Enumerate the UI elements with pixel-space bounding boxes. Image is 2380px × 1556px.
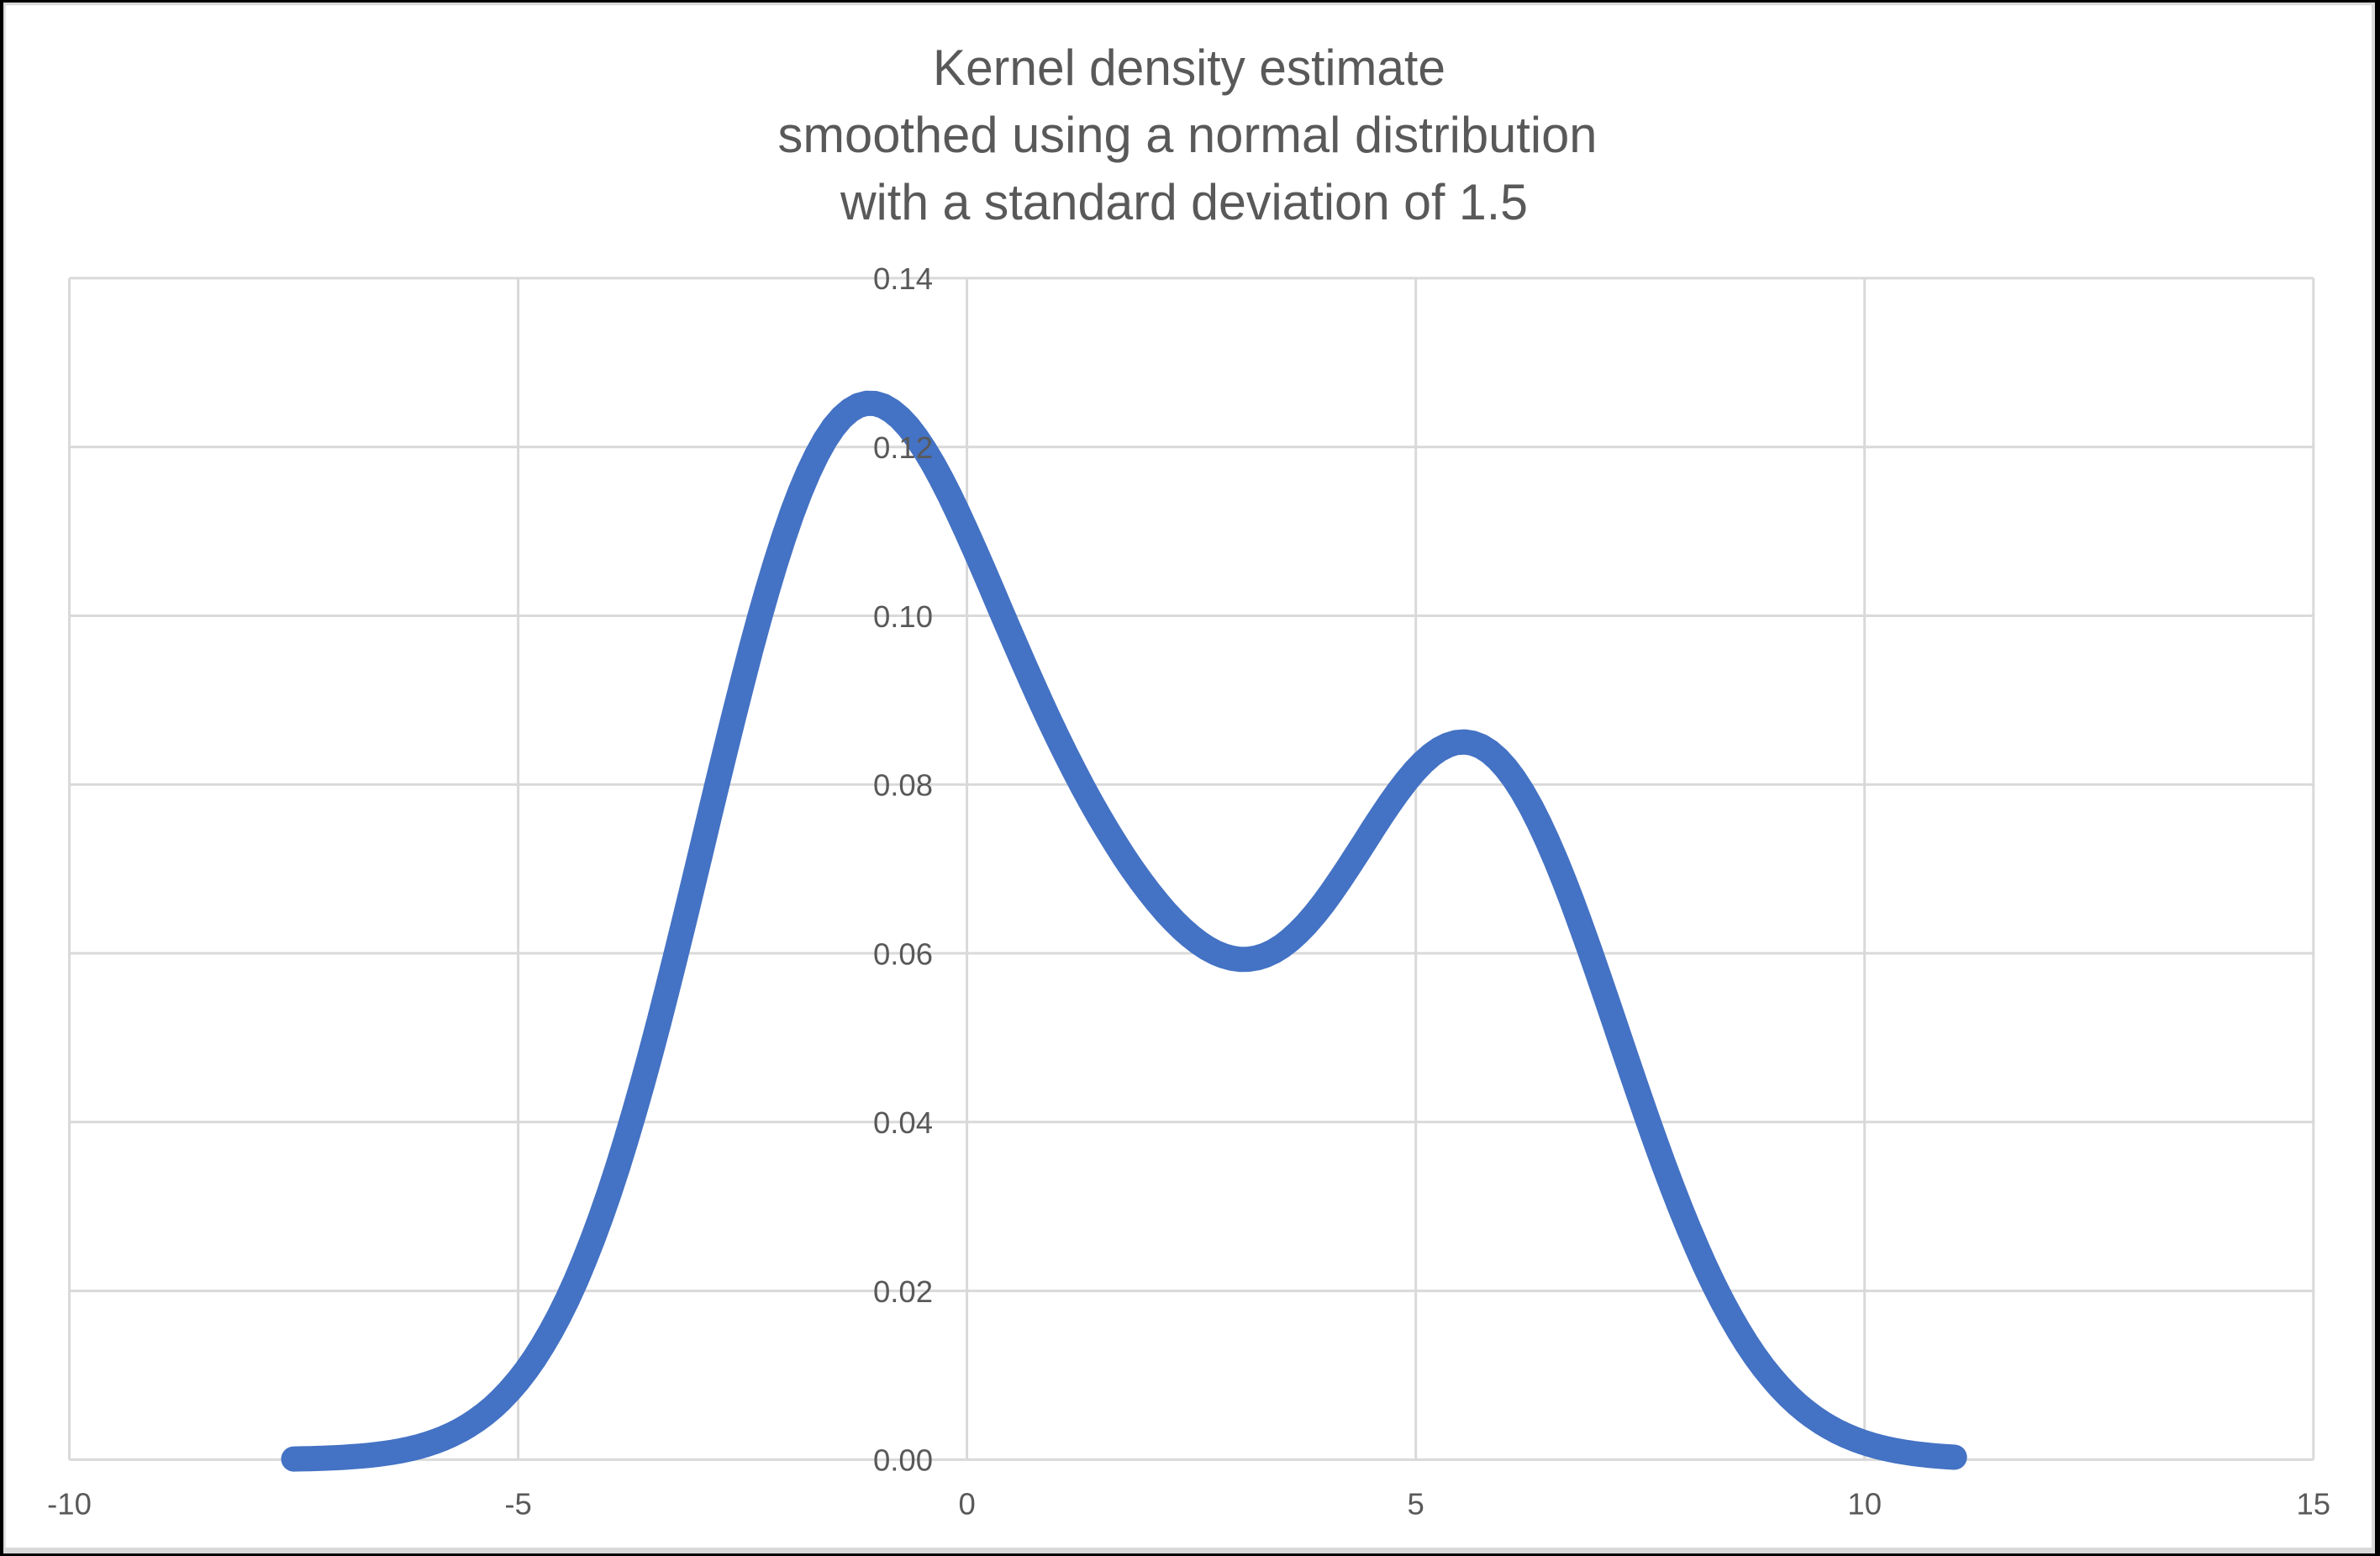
svg-text:15: 15 [2296, 1487, 2330, 1522]
svg-text:with a standard deviation of 1: with a standard deviation of 1.5 [840, 174, 1528, 230]
svg-text:-5: -5 [504, 1487, 531, 1522]
svg-text:0.06: 0.06 [873, 936, 933, 971]
svg-text:0.08: 0.08 [873, 768, 933, 803]
svg-text:0.02: 0.02 [873, 1274, 933, 1309]
svg-text:0: 0 [958, 1487, 975, 1522]
svg-text:0.04: 0.04 [873, 1105, 933, 1140]
svg-text:Kernel density estimate: Kernel density estimate [933, 40, 1445, 96]
svg-text:smoothed using a normal distri: smoothed using a normal distribution [778, 107, 1598, 163]
svg-text:0.12: 0.12 [873, 430, 933, 465]
svg-text:0.14: 0.14 [873, 261, 933, 296]
svg-text:0.10: 0.10 [873, 599, 933, 634]
svg-text:10: 10 [1847, 1487, 1882, 1522]
svg-text:-10: -10 [47, 1487, 92, 1522]
svg-text:0.00: 0.00 [873, 1443, 933, 1478]
svg-text:5: 5 [1408, 1487, 1424, 1522]
